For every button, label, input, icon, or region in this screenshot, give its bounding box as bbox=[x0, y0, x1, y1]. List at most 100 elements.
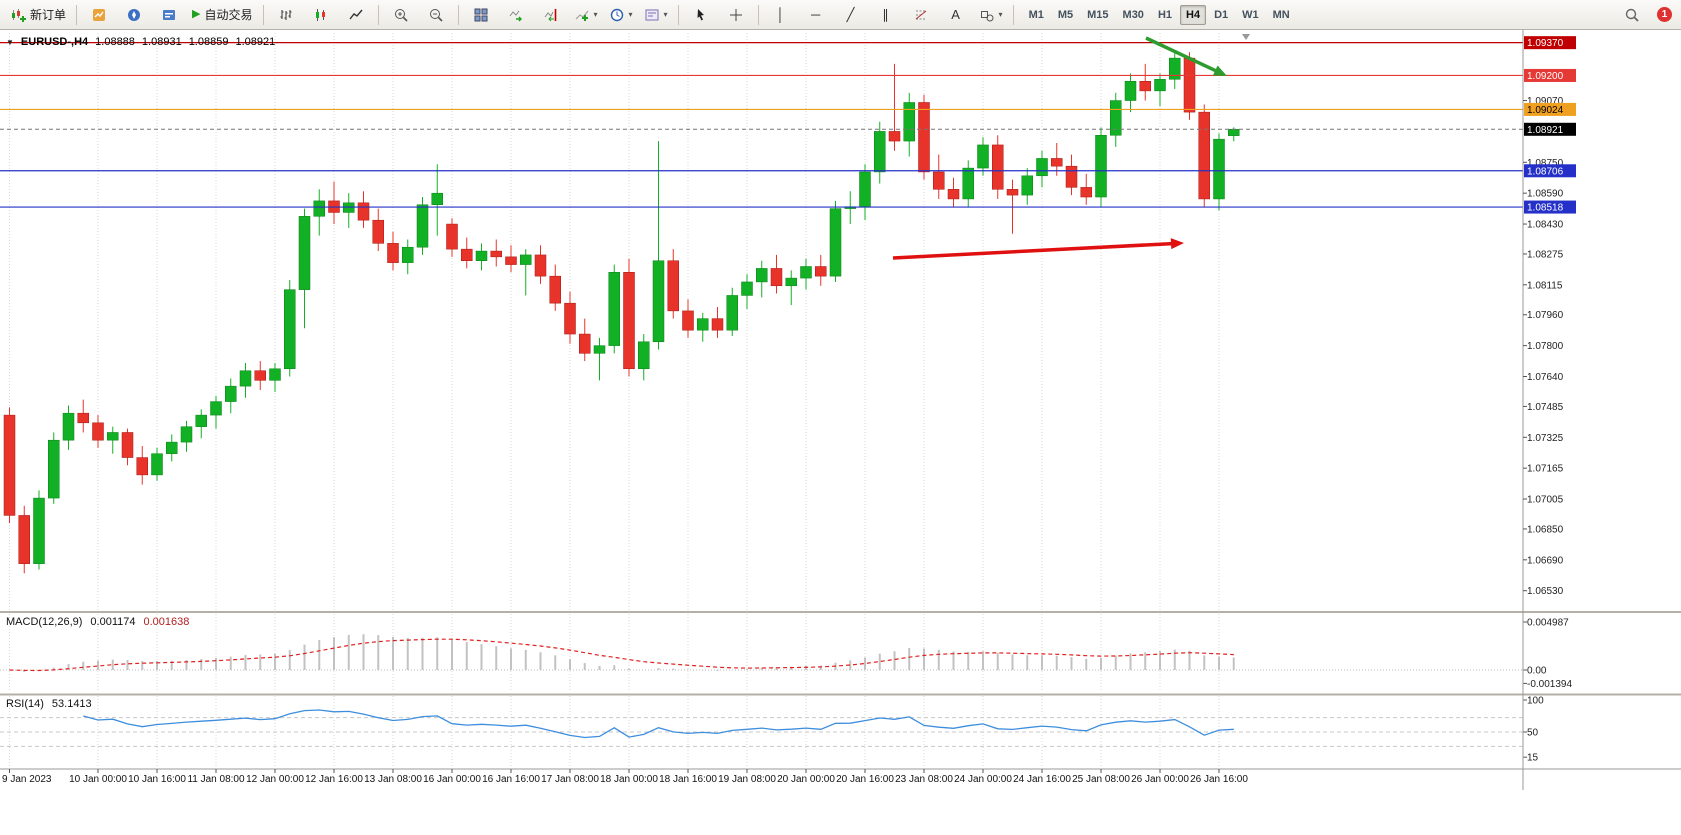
candlestick-chart-button[interactable] bbox=[304, 2, 338, 28]
price-line-label: 1.09024 bbox=[1527, 105, 1564, 116]
panel-separator[interactable] bbox=[0, 693, 1681, 696]
zoom-in-icon bbox=[394, 8, 408, 22]
price-scale-label: 1.07165 bbox=[1527, 464, 1564, 475]
search-button[interactable] bbox=[1615, 2, 1649, 28]
channel-tool-button[interactable]: ∥ bbox=[869, 2, 903, 28]
trendline-icon: ╱ bbox=[846, 7, 855, 22]
trendline-tool-button[interactable]: ╱ bbox=[834, 2, 868, 28]
bar-chart-button[interactable] bbox=[269, 2, 303, 28]
navigator-button[interactable] bbox=[117, 2, 151, 28]
templates-button[interactable]: ▾ bbox=[639, 2, 673, 28]
timeframe-button-w1[interactable]: W1 bbox=[1242, 8, 1259, 21]
candle-body bbox=[298, 216, 311, 290]
chevron-down-icon: ▾ bbox=[998, 9, 1003, 19]
green-down-arrow[interactable] bbox=[1145, 36, 1220, 74]
timeframe-button-h4[interactable]: H4 bbox=[1180, 4, 1207, 25]
candle-body bbox=[416, 204, 429, 248]
candle-body bbox=[992, 144, 1004, 190]
time-axis-label: 16 Jan 00:00 bbox=[423, 774, 481, 785]
text-tool-button[interactable]: A bbox=[939, 2, 973, 28]
chart-shift-marker[interactable] bbox=[1242, 34, 1250, 40]
auto-scroll-button[interactable] bbox=[499, 2, 533, 28]
timeframe-button-m1[interactable]: M1 bbox=[1028, 8, 1044, 21]
cursor-icon bbox=[697, 8, 704, 20]
candle-body bbox=[947, 189, 960, 200]
time-axis-label: 18 Jan 16:00 bbox=[659, 774, 717, 785]
candle-body bbox=[1051, 158, 1063, 167]
rsi-header: RSI(14) 53.1413 bbox=[6, 698, 92, 710]
fibonacci-tool-button[interactable] bbox=[904, 2, 938, 28]
cursor-tool-button[interactable] bbox=[684, 2, 718, 28]
candle-body bbox=[357, 202, 370, 221]
time-axis-label: 12 Jan 16:00 bbox=[305, 774, 363, 785]
timeframe-button-h1[interactable]: H1 bbox=[1157, 8, 1172, 21]
candle-body bbox=[962, 167, 974, 200]
chart-shift-button[interactable] bbox=[534, 2, 568, 28]
red-trend-arrow[interactable] bbox=[892, 241, 1176, 260]
timeframe-button-m5[interactable]: M5 bbox=[1057, 8, 1074, 21]
price-line-label: 1.08706 bbox=[1527, 166, 1564, 177]
autotrading-button[interactable]: ▶ 自动交易 bbox=[187, 2, 257, 28]
zoom-in-button[interactable] bbox=[384, 2, 418, 28]
timeframe-button-m15[interactable]: M15 bbox=[1087, 8, 1109, 21]
time-axis-label: 9 Jan 2023 bbox=[2, 774, 52, 785]
price-scale-label: 1.07325 bbox=[1527, 433, 1564, 444]
indicators-button[interactable]: ▾ bbox=[569, 2, 603, 28]
collapse-triangle-icon[interactable]: ▼ bbox=[6, 37, 14, 47]
toolbar-separator bbox=[457, 4, 459, 25]
candle-body bbox=[33, 497, 45, 564]
crosshair-tool-button[interactable] bbox=[719, 2, 753, 28]
line-chart-button[interactable] bbox=[339, 2, 373, 28]
candle-body bbox=[77, 412, 89, 424]
price-scale[interactable] bbox=[1523, 30, 1681, 790]
horizontal-line-tool-button[interactable]: ─ bbox=[799, 2, 833, 28]
price-scale-label: 1.07005 bbox=[1527, 495, 1564, 506]
candle-body bbox=[62, 412, 75, 441]
candle-body bbox=[1006, 189, 1019, 196]
vertical-line-tool-button[interactable]: │ bbox=[764, 2, 798, 28]
price-scale-label: 1.06690 bbox=[1527, 555, 1564, 566]
time-axis-label: 16 Jan 16:00 bbox=[482, 774, 540, 785]
candle-body bbox=[225, 385, 237, 402]
price-line-label-box bbox=[1524, 164, 1576, 178]
toolbar-right-group: 1 bbox=[1615, 2, 1676, 28]
candle-body bbox=[564, 302, 576, 335]
time-axis-label: 11 Jan 08:00 bbox=[187, 774, 245, 785]
macd-scale-label: 0.00 bbox=[1527, 666, 1547, 677]
terminal-button[interactable] bbox=[152, 2, 186, 28]
candle-body bbox=[1080, 187, 1092, 198]
toolbar-separator bbox=[757, 4, 759, 25]
candle-body bbox=[151, 453, 163, 476]
time-axis-label: 24 Jan 16:00 bbox=[1013, 774, 1071, 785]
shapes-tool-button[interactable]: ▾ bbox=[974, 2, 1008, 28]
zoom-out-button[interactable] bbox=[419, 2, 453, 28]
timeframe-button-d1[interactable]: D1 bbox=[1214, 8, 1229, 21]
time-axis-label: 25 Jan 08:00 bbox=[1072, 774, 1130, 785]
price-scale-label: 1.09070 bbox=[1527, 96, 1564, 107]
time-axis-label: 20 Jan 00:00 bbox=[777, 774, 835, 785]
timeframe-button-mn[interactable]: MN bbox=[1272, 8, 1290, 21]
timeframe-group: M1 M5 M15 M30 H1 H4 D1 W1 MN bbox=[1023, 4, 1296, 25]
zoom-out-icon bbox=[429, 8, 443, 22]
tile-windows-button[interactable] bbox=[464, 2, 498, 28]
candle-body bbox=[1228, 129, 1240, 136]
macd-header: MACD(12,26,9) 0.001174 0.001638 bbox=[6, 616, 189, 628]
periods-clock-icon bbox=[610, 8, 623, 21]
market-watch-button[interactable] bbox=[82, 2, 116, 28]
periods-button[interactable]: ▾ bbox=[604, 2, 638, 28]
candle-body bbox=[726, 295, 738, 331]
price-scale-label: 1.08430 bbox=[1527, 220, 1564, 231]
notification-badge[interactable]: 1 bbox=[1657, 7, 1672, 22]
time-axis-label: 10 Jan 16:00 bbox=[128, 774, 186, 785]
rsi-scale-label: 100 bbox=[1527, 696, 1544, 707]
chevron-down-icon: ▾ bbox=[593, 9, 598, 19]
new-order-button[interactable]: 新订单 bbox=[5, 2, 71, 28]
timeframe-button-m30[interactable]: M30 bbox=[1122, 8, 1144, 21]
candle-body bbox=[652, 260, 665, 343]
auto-scroll-icon bbox=[509, 10, 522, 21]
bar-chart-icon bbox=[280, 9, 291, 20]
panel-separator[interactable] bbox=[0, 611, 1681, 613]
search-icon bbox=[1625, 8, 1639, 22]
time-axis-label: 18 Jan 00:00 bbox=[600, 774, 658, 785]
